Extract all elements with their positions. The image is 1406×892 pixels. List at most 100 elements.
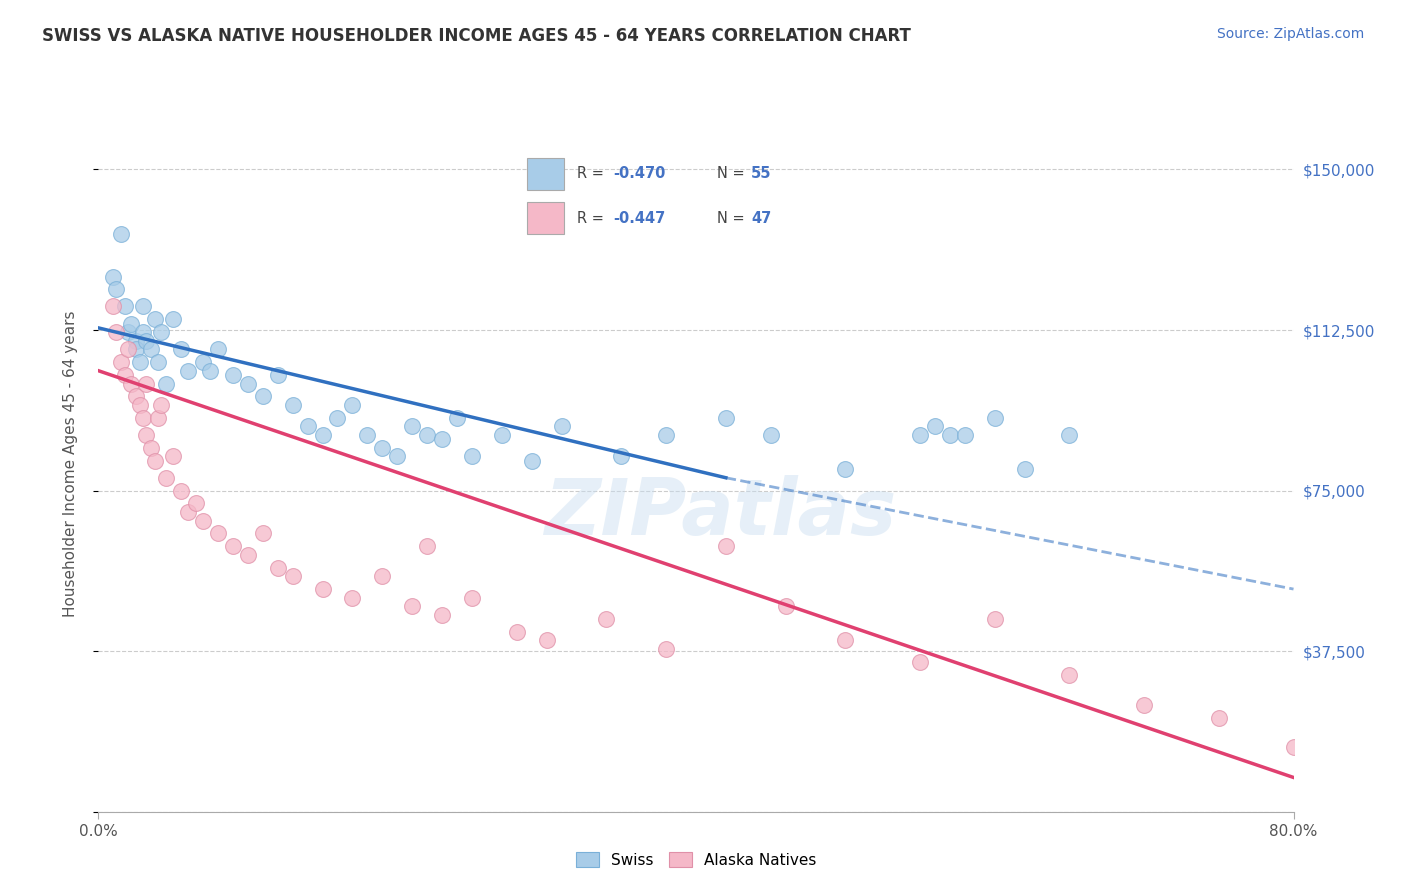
Point [984,410,1007,425]
Point [536,633,558,648]
Point [177,364,200,378]
Point [908,428,931,442]
Point [103,269,125,284]
Point [125,334,148,348]
Point [401,599,423,614]
Point [385,450,409,464]
Point [169,343,191,357]
Point [120,317,142,331]
Point [162,450,184,464]
Text: Source: ZipAtlas.com: Source: ZipAtlas.com [1216,27,1364,41]
Point [430,432,453,446]
Point [1014,462,1036,476]
Point [506,624,529,639]
Point [135,334,157,348]
Point [401,419,423,434]
Point [155,376,177,391]
Point [371,569,394,583]
Point [834,633,856,648]
Point [1059,428,1081,442]
Point [236,376,259,391]
Point [297,419,319,434]
Text: SWISS VS ALASKA NATIVE HOUSEHOLDER INCOME AGES 45 - 64 YEARS CORRELATION CHART: SWISS VS ALASKA NATIVE HOUSEHOLDER INCOM… [42,27,911,45]
Point [984,612,1007,626]
Point [714,410,737,425]
Point [169,483,191,498]
Point [342,398,364,412]
Point [207,343,229,357]
Point [177,505,200,519]
Point [714,539,737,553]
Point [139,441,162,455]
Point [143,453,166,467]
Legend: Swiss, Alaska Natives: Swiss, Alaska Natives [569,846,823,873]
Point [120,376,142,391]
Point [110,355,132,369]
Point [105,325,128,339]
Point [222,368,245,382]
Point [595,612,617,626]
Point [655,642,678,657]
Point [114,368,136,382]
Point [311,582,333,596]
Point [150,398,173,412]
Point [135,376,157,391]
Point [267,560,290,574]
Point [143,312,166,326]
Point [908,655,931,669]
Point [117,325,139,339]
Point [129,355,152,369]
Point [924,419,946,434]
Point [222,539,245,553]
Point [139,343,162,357]
Point [135,428,157,442]
Point [132,300,155,314]
Point [191,514,214,528]
Point [132,410,155,425]
Point [416,428,439,442]
Point [655,428,678,442]
Point [461,450,484,464]
Point [129,398,152,412]
Point [775,599,797,614]
Point [416,539,439,553]
Point [610,450,633,464]
Point [461,591,484,605]
Point [1059,667,1081,681]
Point [252,526,274,541]
Point [446,410,468,425]
Point [125,343,148,357]
Point [550,419,572,434]
Point [953,428,976,442]
Y-axis label: Householder Income Ages 45 - 64 years: Householder Income Ages 45 - 64 years [63,310,77,617]
Point [371,441,394,455]
Point [252,389,274,403]
Point [125,389,148,403]
Point [155,471,177,485]
Point [117,343,139,357]
Point [1208,710,1230,724]
Point [281,398,304,412]
Point [236,548,259,562]
Point [834,462,856,476]
Point [430,607,453,622]
Point [356,428,378,442]
Point [207,526,229,541]
Point [191,355,214,369]
Point [326,410,349,425]
Point [311,428,333,442]
Point [132,325,155,339]
Point [939,428,962,442]
Point [342,591,364,605]
Point [1282,740,1305,755]
Point [281,569,304,583]
Point [267,368,290,382]
Point [148,410,170,425]
Point [103,300,125,314]
Point [520,453,543,467]
Point [491,428,513,442]
Point [148,355,170,369]
Point [110,227,132,241]
Point [759,428,782,442]
Point [162,312,184,326]
